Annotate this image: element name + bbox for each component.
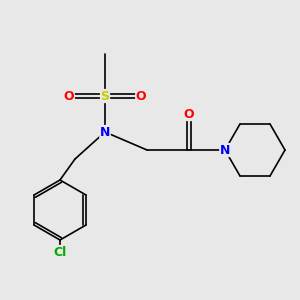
Text: O: O bbox=[184, 107, 194, 121]
Text: S: S bbox=[100, 89, 109, 103]
Text: O: O bbox=[64, 89, 74, 103]
Text: N: N bbox=[220, 143, 230, 157]
Text: N: N bbox=[100, 125, 110, 139]
Text: O: O bbox=[136, 89, 146, 103]
Text: Cl: Cl bbox=[53, 245, 67, 259]
